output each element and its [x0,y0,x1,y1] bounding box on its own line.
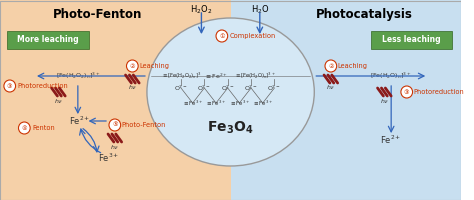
Text: H$_2$O$_2$: H$_2$O$_2$ [191,3,212,16]
Text: $\equiv$Fe$^{3+}$: $\equiv$Fe$^{3+}$ [252,98,273,108]
Text: Less leaching: Less leaching [383,36,441,45]
Text: Photo-Fenton: Photo-Fenton [53,8,142,21]
Text: Photo-Fenton: Photo-Fenton [122,122,166,128]
Text: ④: ④ [21,126,27,130]
Text: Photoreduction: Photoreduction [18,83,68,89]
Text: $h\nu$: $h\nu$ [54,97,63,105]
Text: $\equiv$Fe$^{3+}$: $\equiv$Fe$^{3+}$ [205,98,227,108]
Circle shape [4,80,16,92]
Text: $h\nu$: $h\nu$ [380,97,389,105]
Text: $h\nu$: $h\nu$ [326,83,336,91]
Text: $\equiv$Fe$^{3+}$: $\equiv$Fe$^{3+}$ [182,98,203,108]
Text: $\equiv$[Fe(H$_2$O)$_n$]$^{3+}$: $\equiv$[Fe(H$_2$O)$_n$]$^{3+}$ [234,71,276,81]
FancyBboxPatch shape [371,31,453,49]
Text: H$_2$O: H$_2$O [251,3,269,16]
Bar [0,0,231,200]
Text: Leaching: Leaching [139,63,169,69]
Text: ③: ③ [404,90,410,95]
Text: Fe$^{2+}$: Fe$^{2+}$ [381,134,402,146]
Text: $\equiv$[Fe(H$_2$O$_2$)$_n$]$^3$: $\equiv$[Fe(H$_2$O$_2$)$_n$]$^3$ [161,71,201,81]
Text: ③: ③ [7,84,12,88]
Text: Fe$^{3+}$: Fe$^{3+}$ [98,152,119,164]
Text: $h\nu$: $h\nu$ [128,83,137,91]
Text: O$^{2-}$: O$^{2-}$ [174,83,188,93]
Text: [Fe(H$_2$O)$_n$]$^{3+}$: [Fe(H$_2$O)$_n$]$^{3+}$ [370,71,412,81]
Text: More leaching: More leaching [17,36,79,45]
Text: $h\nu$: $h\nu$ [110,143,119,151]
Text: ②: ② [129,64,135,68]
Text: O$^{2-}$: O$^{2-}$ [197,83,211,93]
Text: O$^{2-}$: O$^{2-}$ [267,83,282,93]
Text: Complexation: Complexation [229,33,276,39]
Ellipse shape [147,18,314,166]
Circle shape [18,122,30,134]
Circle shape [401,86,412,98]
Text: ②: ② [328,64,334,68]
Text: ①: ① [219,33,225,38]
Text: O$^{2-}$: O$^{2-}$ [221,83,235,93]
Text: $\equiv$Fe$^{3+}$: $\equiv$Fe$^{3+}$ [228,98,250,108]
Text: O$^{2-}$: O$^{2-}$ [244,83,258,93]
Text: [Fe(H$_2$O$_2$)$_n$]$^{3+}$: [Fe(H$_2$O$_2$)$_n$]$^{3+}$ [55,71,100,81]
Circle shape [216,30,228,42]
Text: $\mathbf{Fe_3O_4}$: $\mathbf{Fe_3O_4}$ [208,120,254,136]
Text: Leaching: Leaching [337,63,368,69]
Text: Photoreduction: Photoreduction [413,89,465,95]
Text: $\equiv$Fe$^{2+}$: $\equiv$Fe$^{2+}$ [204,71,228,81]
Circle shape [109,119,121,131]
Text: Fenton: Fenton [32,125,55,131]
Circle shape [127,60,138,72]
Text: ⑤: ⑤ [112,122,118,128]
FancyBboxPatch shape [7,31,89,49]
Bar [231,0,461,200]
Circle shape [325,60,337,72]
Text: Photocatalysis: Photocatalysis [316,8,412,21]
Text: Fe$^{2+}$: Fe$^{2+}$ [69,115,91,127]
